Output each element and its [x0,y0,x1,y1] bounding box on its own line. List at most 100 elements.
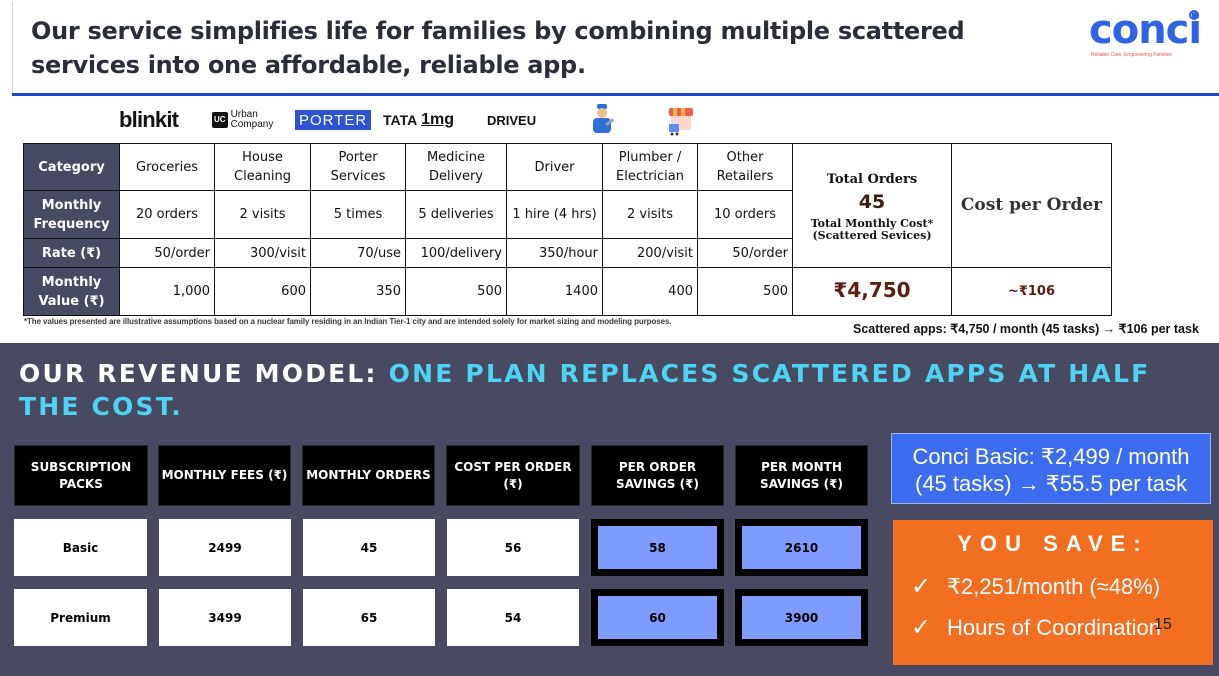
frequency-cell: 2 visits [602,190,698,239]
logo-dot-icon [1189,10,1199,20]
driveu-logo: DRIVEU [487,112,537,128]
row-label-category: Category [23,143,120,191]
header-frame [12,2,1219,93]
urban-company-logo: UC Urban Company [212,100,273,140]
rate-cell: 50/order [119,238,215,268]
save-line-money: ✓ ₹2,251/month (≈48%) [911,572,1211,601]
rev-header-packs: SUBSCRIPTION PACKS [14,445,148,506]
basic-month-savings-frame: 2610 [735,519,868,576]
frequency-cell: 5 times [310,190,406,239]
rev-header-cpo: COST PER ORDER (₹) [446,445,580,506]
1mg-text: 1mg [421,111,455,128]
rate-cell: 50/order [697,238,793,268]
premium-orders-cell: 65 [303,589,435,646]
frequency-cell: 1 hire (4 hrs) [506,190,603,239]
frequency-cell: 5 deliveries [405,190,507,239]
save-hours-text: Hours of Coordination [947,614,1162,640]
rate-cell: 300/visit [214,238,311,268]
frequency-cell: 2 visits [214,190,311,239]
value-cell: 350 [310,267,406,316]
conci-logo: conci Reliable Care, Empowering Families [1089,8,1209,60]
cost-per-order-value: ~₹106 [1007,284,1056,299]
basic-pack-cell: Basic [14,519,147,576]
logo-tagline: Reliable Care, Empowering Families [1091,52,1172,58]
value-cell: 500 [405,267,507,316]
cost-per-order-header-cell: Cost per Order [951,143,1112,268]
cost-per-order-label: Cost per Order [960,195,1103,215]
header-divider [12,93,1219,96]
check-icon: ✓ [911,573,932,600]
rate-cell: 200/visit [602,238,698,268]
page-headline: Our service simplifies life for families… [31,17,965,79]
save-money-text: ₹2,251/month (≈48%) [947,573,1161,599]
value-cell: 1,000 [119,267,215,316]
category-cell: House Cleaning [214,143,311,191]
value-cell: 600 [214,267,311,316]
premium-pack-cell: Premium [14,589,147,646]
basic-cpo-cell: 56 [447,519,579,576]
premium-order-savings-cell: 60 [597,595,718,640]
urban-company-line2: Company [230,119,274,130]
rev-header-month-savings: PER MONTH SAVINGS (₹) [735,445,868,506]
rev-header-order-savings: PER ORDER SAVINGS (₹) [591,445,724,506]
urban-company-badge: UC [212,112,228,128]
table-row: Category Groceries House Cleaning Porter… [23,143,1112,268]
urban-company-line1: Urban [230,109,258,120]
total-cost-cell: ₹4,750 [792,267,952,316]
frequency-cell: 10 orders [697,190,793,239]
row-label-rate: Rate (₹) [23,238,120,268]
total-cost-value: ₹4,750 [833,277,911,302]
total-summary-cell: Total Orders 45 Total Monthly Cost* (Sca… [792,143,952,268]
tata-text: TATA [383,112,418,128]
cost-per-order-cell: ~₹106 [951,267,1112,316]
check-icon: ✓ [911,614,932,641]
basic-order-savings-frame: 58 [591,519,724,576]
revenue-title-highlight: ONE PLAN REPLACES SCATTERED APPS AT HALF… [19,359,1151,421]
rev-header-orders: MONTHLY ORDERS [302,445,435,506]
conci-basic-callout: Conci Basic: ₹2,499 / month (45 tasks) →… [891,433,1211,504]
rate-cell: 350/hour [506,238,603,268]
value-cell: 1400 [506,267,603,316]
basic-callout-line1: Conci Basic: ₹2,499 / month [912,444,1190,469]
total-orders-value: 45 [858,190,886,213]
page-number: 15 [1154,616,1172,633]
basic-fees-cell: 2499 [159,519,291,576]
revenue-title: OUR REVENUE MODEL: ONE PLAN REPLACES SCA… [19,357,1199,423]
row-label-value: Monthly Value (₹) [23,267,120,316]
value-cell: 400 [602,267,698,316]
premium-fees-cell: 3499 [159,589,291,646]
store-icon [666,100,696,140]
basic-callout-line2: (45 tasks) → ₹55.5 per task [915,471,1187,496]
porter-logo: PORTER [295,110,372,130]
brand-logos-row: blinkit UC Urban Company PORTER TATA 1mg… [0,100,760,140]
total-cost-label: Total Monthly Cost* (Scattered Sevices) [810,216,934,242]
revenue-section: OUR REVENUE MODEL: ONE PLAN REPLACES SCA… [0,343,1219,676]
category-cell: Driver [506,143,603,191]
value-cell: 500 [697,267,793,316]
frequency-cell: 20 orders [119,190,215,239]
top-section: Our service simplifies life for families… [0,2,1219,336]
table-row: Rate (₹) 50/order 300/visit 70/use 100/d… [23,238,1112,268]
rate-cell: 100/delivery [405,238,507,268]
category-cell: Medicine Delivery [405,143,507,191]
premium-cpo-cell: 54 [447,589,579,646]
total-orders-label: Total Orders [826,171,918,187]
logo-wordmark: conci [1089,7,1202,53]
category-cell: Porter Services [310,143,406,191]
revenue-title-prefix: OUR REVENUE MODEL: [19,359,389,388]
scattered-cost-table: Category Groceries House Cleaning Porter… [23,143,1112,316]
footnote: *The values presented are illustrative a… [24,317,672,326]
premium-month-savings-cell: 3900 [741,595,862,640]
you-save-callout: YOU SAVE: ✓ ₹2,251/month (≈48%) ✓ Hours … [893,520,1213,665]
scattered-summary: Scattered apps: ₹4,750 / month (45 tasks… [853,322,1199,336]
tata-1mg-logo: TATA 1mg [383,100,454,140]
premium-month-savings-frame: 3900 [735,589,868,646]
basic-orders-cell: 45 [303,519,435,576]
basic-month-savings-cell: 2610 [741,525,862,570]
row-label-frequency: Monthly Frequency [23,190,120,239]
category-cell: Other Retailers [697,143,793,191]
rate-cell: 70/use [310,238,406,268]
rev-header-fees: MONTHLY FEES (₹) [158,445,291,506]
table-row: Monthly Frequency 20 orders 2 visits 5 t… [23,190,1112,239]
table-row: Monthly Value (₹) 1,000 600 350 500 1400… [23,267,1112,316]
